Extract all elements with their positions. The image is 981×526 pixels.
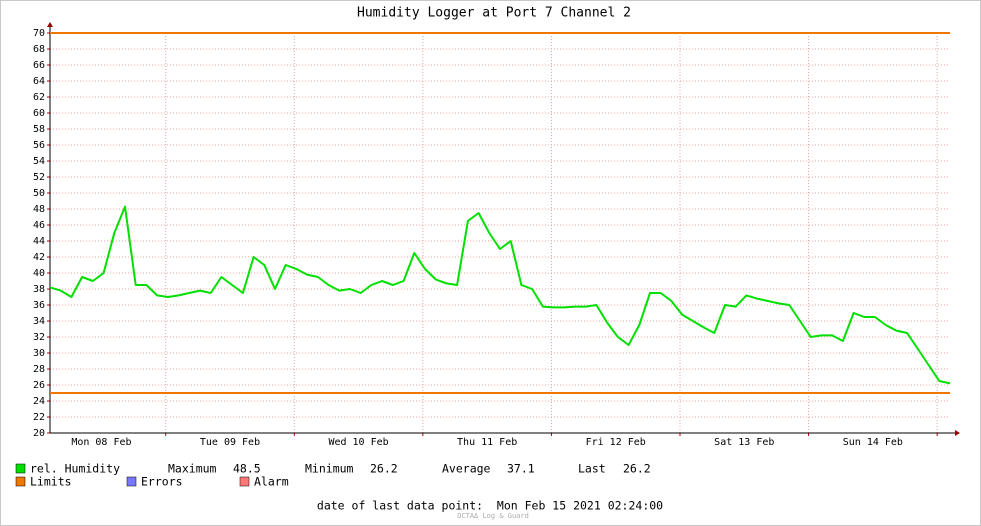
x-tick-label: Fri 12 Feb xyxy=(586,437,646,448)
y-tick-label: 56 xyxy=(33,140,45,151)
y-tick-label: 66 xyxy=(33,60,45,71)
x-tick-label: Thu 11 Feb xyxy=(457,437,517,448)
stat-value: 37.1 xyxy=(507,462,535,476)
y-tick-label: 58 xyxy=(33,124,45,135)
x-tick-label: Mon 08 Feb xyxy=(71,437,131,448)
x-tick-label: Sat 13 Feb xyxy=(714,437,774,448)
y-tick-label: 32 xyxy=(33,332,45,343)
y-tick-label: 62 xyxy=(33,92,45,103)
legend-swatch xyxy=(15,463,26,474)
y-tick-label: 68 xyxy=(33,44,45,55)
y-tick-label: 24 xyxy=(33,396,45,407)
chart-title: Humidity Logger at Port 7 Channel 2 xyxy=(357,6,631,21)
legend-swatch xyxy=(126,476,137,487)
y-tick-label: 20 xyxy=(33,428,45,439)
watermark: OCTA∆ Log & Guard xyxy=(457,512,529,520)
y-tick-label: 42 xyxy=(33,252,45,263)
x-tick-label: Tue 09 Feb xyxy=(200,437,260,448)
stat-value: 26.2 xyxy=(623,462,651,476)
axis-arrow xyxy=(47,22,53,27)
y-tick-label: 50 xyxy=(33,188,45,199)
y-tick-label: 40 xyxy=(33,268,45,279)
axis-arrow xyxy=(955,430,960,436)
y-tick-label: 36 xyxy=(33,300,45,311)
y-tick-label: 60 xyxy=(33,108,45,119)
y-tick-label: 22 xyxy=(33,412,45,423)
footer: date of last data point: Mon Feb 15 2021… xyxy=(317,499,663,513)
y-tick-label: 44 xyxy=(33,236,45,247)
y-tick-label: 54 xyxy=(33,156,45,167)
y-tick-label: 30 xyxy=(33,348,45,359)
y-tick-label: 64 xyxy=(33,76,45,87)
stat-label: Maximum xyxy=(168,462,217,476)
y-tick-label: 70 xyxy=(33,28,45,39)
legend-label: Limits xyxy=(30,475,72,489)
stat-label: Last xyxy=(578,462,606,476)
x-tick-label: Wed 10 Feb xyxy=(328,437,388,448)
y-tick-label: 46 xyxy=(33,220,45,231)
legend-label: Errors xyxy=(141,475,183,489)
data-line xyxy=(49,205,951,385)
legend-label: rel. Humidity xyxy=(30,462,120,476)
y-tick-label: 26 xyxy=(33,380,45,391)
stat-value: 48.5 xyxy=(233,462,261,476)
stat-label: Minimum xyxy=(305,462,354,476)
y-tick-label: 28 xyxy=(33,364,45,375)
legend-swatch xyxy=(239,476,250,487)
stat-value: 26.2 xyxy=(370,462,398,476)
stat-label: Average xyxy=(442,462,491,476)
y-tick-label: 34 xyxy=(33,316,45,327)
y-tick-label: 38 xyxy=(33,284,45,295)
y-tick-label: 48 xyxy=(33,204,45,215)
y-tick-label: 52 xyxy=(33,172,45,183)
x-tick-label: Sun 14 Feb xyxy=(843,437,903,448)
legend-label: Alarm xyxy=(254,475,289,489)
legend-swatch xyxy=(15,476,26,487)
